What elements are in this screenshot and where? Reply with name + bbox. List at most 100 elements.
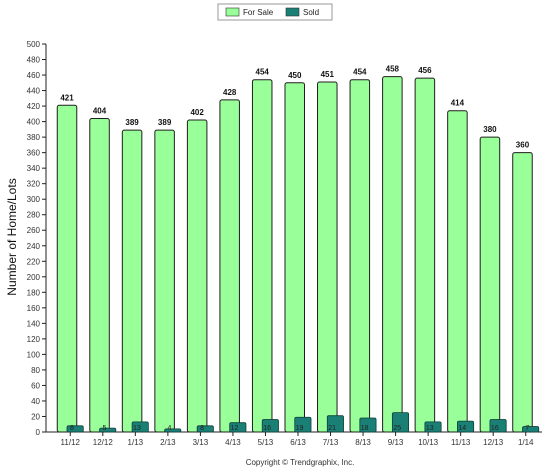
y-tick-label: 320 bbox=[27, 180, 41, 189]
bar-for-sale bbox=[349, 79, 371, 433]
bar-for-sale-label: 428 bbox=[223, 88, 237, 97]
bar-sold bbox=[359, 417, 377, 433]
x-tick-label: 11/13 bbox=[451, 438, 471, 447]
x-tick-label: 1/14 bbox=[518, 438, 534, 447]
bar-sold bbox=[131, 421, 149, 433]
bar-for-sale-label: 458 bbox=[386, 65, 400, 74]
x-tick-label: 9/13 bbox=[388, 438, 404, 447]
legend-frame bbox=[217, 3, 333, 21]
bar-sold bbox=[489, 419, 507, 433]
x-tick-label: 12/13 bbox=[483, 438, 504, 447]
bar-sold-label: 25 bbox=[393, 425, 401, 432]
legend: For Sale Sold bbox=[217, 3, 333, 21]
bar-for-sale bbox=[414, 77, 436, 433]
bar-for-sale-label: 454 bbox=[353, 68, 367, 77]
bar-for-sale-label: 456 bbox=[418, 66, 432, 75]
y-tick-label: 340 bbox=[27, 164, 41, 173]
bar-for-sale-label: 454 bbox=[256, 68, 270, 77]
bar-sold-label: 19 bbox=[296, 425, 304, 432]
bar-for-sale-label: 360 bbox=[516, 141, 530, 150]
bar-sold-label: 18 bbox=[361, 425, 369, 432]
y-tick-label: 240 bbox=[27, 242, 41, 251]
y-tick-label: 480 bbox=[27, 56, 41, 65]
y-tick-label: 500 bbox=[27, 40, 41, 49]
y-tick-label: 300 bbox=[27, 195, 41, 204]
bar-for-sale bbox=[89, 117, 110, 433]
y-tick-label: 400 bbox=[27, 118, 41, 127]
y-tick-label: 120 bbox=[27, 335, 41, 344]
bar-for-sale-label: 380 bbox=[483, 125, 497, 134]
bar-sold-label: 4 bbox=[168, 425, 172, 432]
bar-sold bbox=[229, 422, 247, 433]
bar-for-sale-label: 414 bbox=[451, 99, 465, 108]
bar-sold bbox=[522, 426, 540, 433]
y-tick-label: 60 bbox=[31, 381, 40, 390]
bar-for-sale bbox=[479, 136, 501, 433]
y-tick-label: 420 bbox=[27, 102, 41, 111]
y-tick-label: 360 bbox=[27, 149, 41, 158]
x-tick-label: 3/13 bbox=[193, 438, 209, 447]
bar-for-sale-label: 402 bbox=[190, 108, 204, 117]
bar-sold-label: 16 bbox=[491, 425, 499, 432]
bar-sold bbox=[99, 427, 117, 433]
bar-sold bbox=[261, 419, 279, 433]
bar-sold bbox=[424, 421, 442, 433]
bar-for-sale bbox=[219, 99, 240, 433]
bar-for-sale bbox=[56, 104, 78, 433]
x-tick-label: 2/13 bbox=[160, 438, 176, 447]
bar-for-sale bbox=[512, 152, 533, 433]
y-tick-label: 80 bbox=[31, 366, 40, 375]
bar-for-sale bbox=[284, 82, 306, 433]
bar-for-sale-label: 450 bbox=[288, 71, 302, 80]
bar-sold-label: 12 bbox=[231, 425, 239, 432]
bar-for-sale-label: 389 bbox=[158, 118, 172, 127]
bar-sold-label: 13 bbox=[133, 425, 141, 432]
bar-sold bbox=[457, 420, 475, 433]
bar-for-sale bbox=[382, 76, 403, 433]
x-tick-label: 6/13 bbox=[290, 438, 306, 447]
y-tick-label: 100 bbox=[27, 350, 41, 359]
y-tick-label: 260 bbox=[27, 226, 41, 235]
bar-sold-label: 8 bbox=[70, 425, 74, 432]
bar-sold-label: 21 bbox=[328, 425, 336, 432]
x-tick-label: 7/13 bbox=[323, 438, 339, 447]
bar-for-sale bbox=[186, 119, 208, 433]
bar-sold bbox=[294, 416, 312, 433]
x-tick-label: 1/13 bbox=[128, 438, 144, 447]
x-tick-label: 12/12 bbox=[93, 438, 114, 447]
x-tick-label: 10/13 bbox=[418, 438, 439, 447]
bar-for-sale bbox=[251, 79, 273, 433]
bar-for-sale-label: 389 bbox=[125, 118, 139, 127]
bar-sold-label: 7 bbox=[525, 425, 529, 432]
x-ticks: 11/12 12/12 1/13 2/13 3/13 4/13 5/13 6/13 7/13 8/… bbox=[61, 432, 534, 447]
legend-swatch-for-sale bbox=[225, 7, 240, 17]
bar-for-sale-label: 421 bbox=[60, 93, 74, 102]
x-tick-label: 8/13 bbox=[355, 438, 371, 447]
bars: 421 8 404 5 389 13 389 4 402 8 428 12 454 16 450 19 451 2… bbox=[56, 65, 540, 433]
legend-swatch-sold bbox=[285, 7, 300, 17]
x-tick-label: 4/13 bbox=[225, 438, 241, 447]
y-tick-label: 380 bbox=[27, 133, 41, 142]
bar-for-sale bbox=[317, 81, 338, 433]
y-tick-label: 460 bbox=[27, 71, 41, 80]
y-tick-label: 180 bbox=[27, 288, 41, 297]
copyright-credit: Copyright © Trendgraphix, Inc. bbox=[246, 458, 355, 467]
bar-sold bbox=[326, 415, 344, 433]
bar-sold bbox=[66, 425, 84, 433]
y-tick-label: 200 bbox=[27, 273, 41, 282]
bar-for-sale bbox=[154, 129, 175, 433]
bar-sold bbox=[391, 412, 410, 433]
y-tick-label: 20 bbox=[31, 412, 40, 421]
y-tick-label: 160 bbox=[27, 304, 41, 313]
x-tick-label: 5/13 bbox=[258, 438, 274, 447]
legend-label-for-sale: For Sale bbox=[243, 8, 274, 17]
bar-sold-label: 8 bbox=[200, 425, 204, 432]
y-axis-title: Number of Home/Lots bbox=[5, 178, 19, 295]
legend-label-sold: Sold bbox=[303, 8, 319, 17]
y-tick-label: 140 bbox=[27, 319, 41, 328]
bar-for-sale bbox=[121, 129, 143, 433]
y-tick-label: 0 bbox=[36, 428, 41, 437]
y-tick-label: 440 bbox=[27, 87, 41, 96]
bar-sold-label: 5 bbox=[102, 425, 106, 432]
